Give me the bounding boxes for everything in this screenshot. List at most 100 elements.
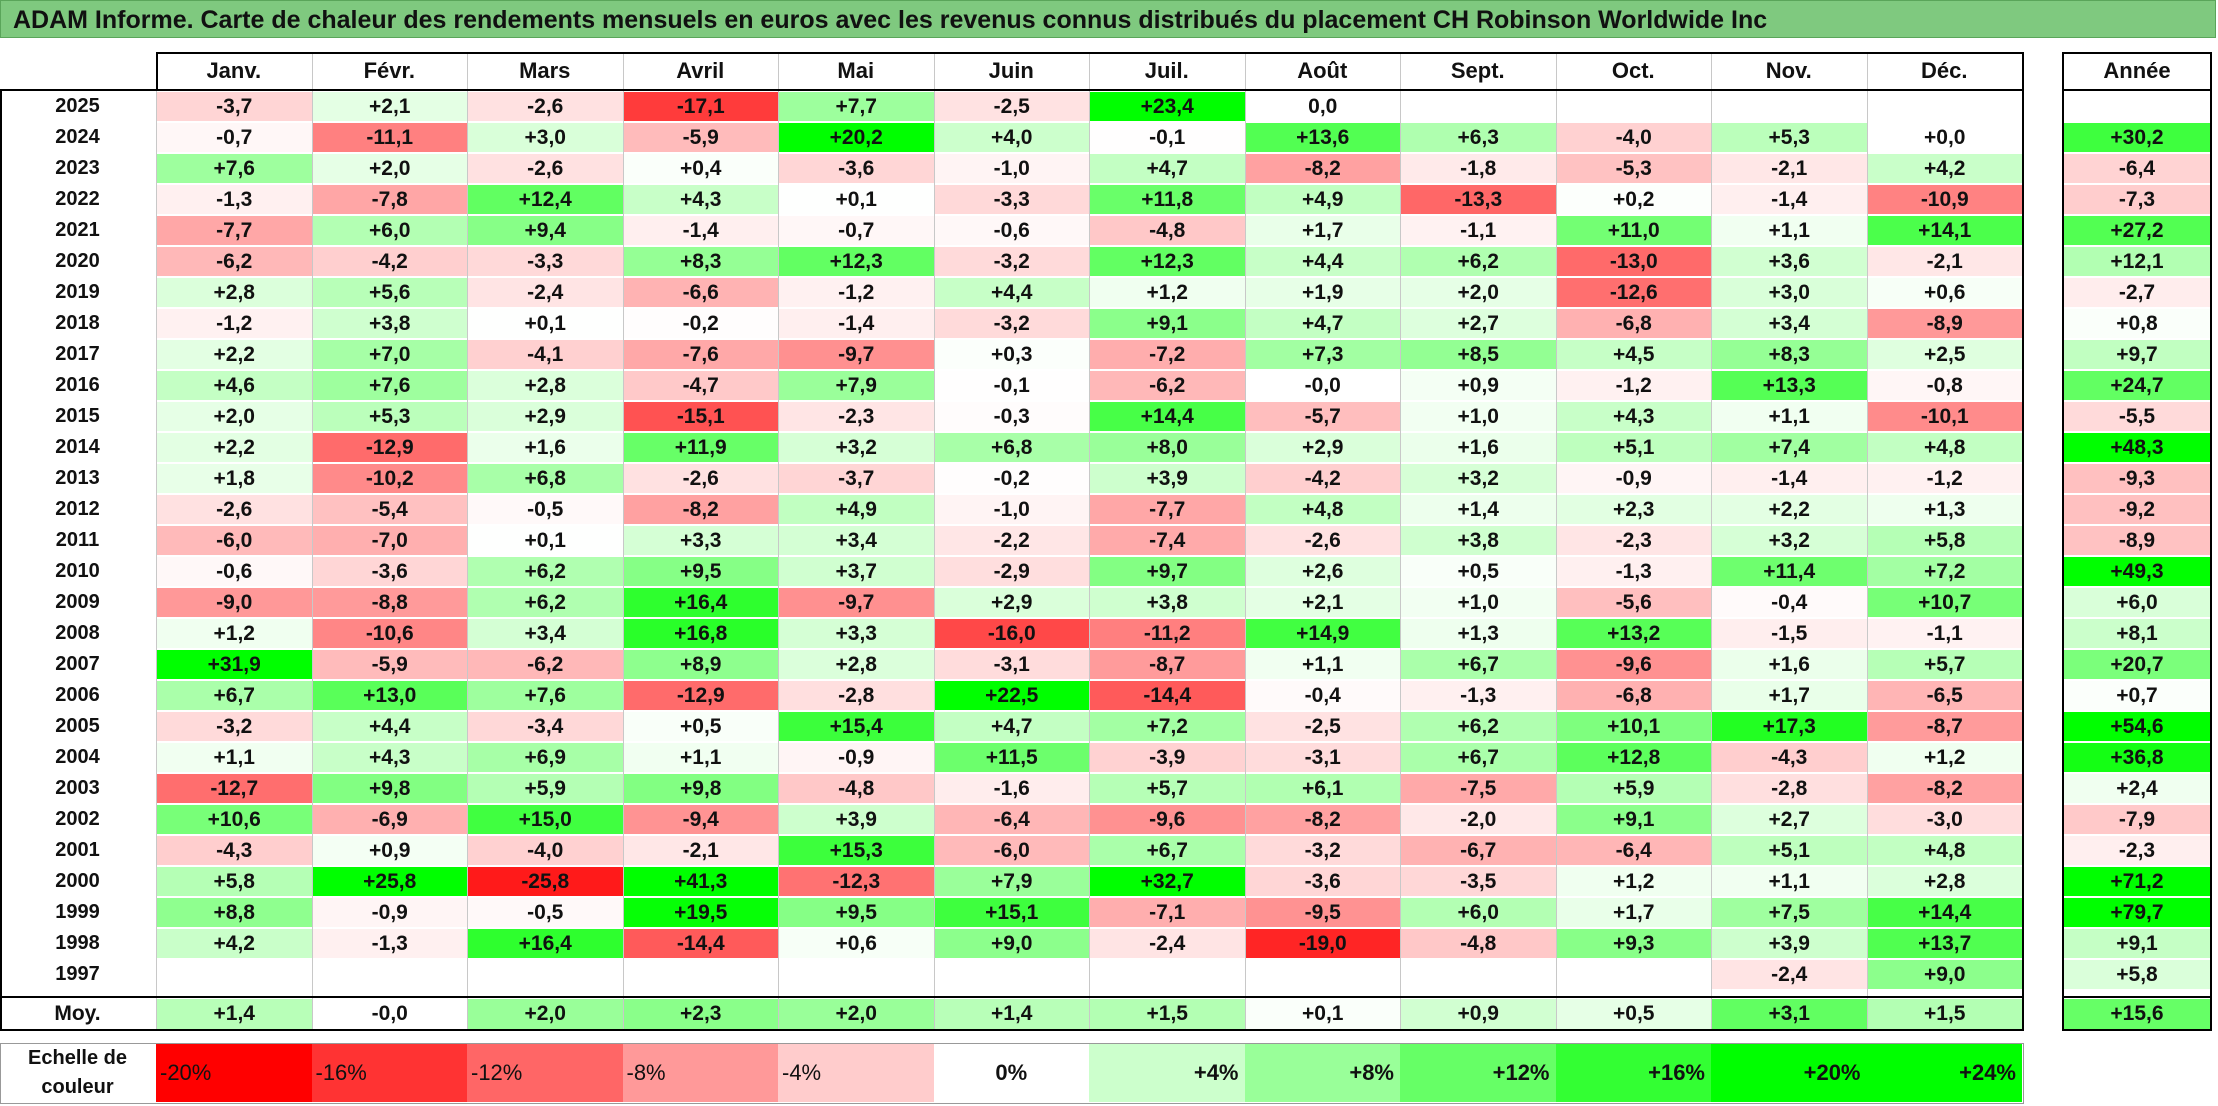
average-separator: [0, 996, 2024, 998]
annual-cell: -9,3: [2062, 464, 2212, 493]
heatmap-cell: -6,9: [312, 805, 467, 834]
heatmap-cell: +2,2: [157, 340, 312, 369]
annual-cell: +24,7: [2062, 371, 2212, 400]
annual-cell: -2,3: [2062, 836, 2212, 865]
heatmap-cell: +2,1: [312, 92, 467, 121]
grid-line: [1400, 52, 1401, 1030]
heatmap-cell: [1556, 960, 1711, 989]
heatmap-cell: +8,9: [623, 650, 778, 679]
average-cell: +2,3: [623, 999, 778, 1029]
year-label: 2020: [55, 250, 100, 272]
month-header: Sept.: [1450, 58, 1505, 83]
grid-line: [2022, 52, 2023, 1030]
heatmap-cell: -5,7: [1245, 402, 1400, 431]
grid-line: [311, 52, 313, 1030]
heatmap-cell: +10,7: [1867, 588, 2022, 617]
heatmap-cell: +22,5: [934, 681, 1089, 710]
heatmap-cell: -1,2: [1867, 464, 2022, 493]
heatmap-cell: +3,9: [779, 805, 934, 834]
year-label: 1998: [55, 932, 100, 954]
heatmap-cell: -2,6: [1245, 526, 1400, 555]
heatmap-cell: +13,0: [312, 681, 467, 710]
annual-cell: +2,4: [2062, 774, 2212, 803]
heatmap-cell: +8,5: [1401, 340, 1556, 369]
heatmap-cell: +0,1: [468, 309, 623, 338]
heatmap-cell: -12,9: [312, 433, 467, 462]
heatmap-cell: +13,2: [1556, 619, 1711, 648]
heatmap-cell: +15,1: [934, 898, 1089, 927]
heatmap-cell: -2,2: [934, 526, 1089, 555]
heatmap-cell: -15,1: [623, 402, 778, 431]
heatmap-cell: +4,5: [1556, 340, 1711, 369]
heatmap-cell: -2,1: [623, 836, 778, 865]
heatmap-cell: +3,2: [1712, 526, 1867, 555]
heatmap-cell: +0,3: [934, 340, 1089, 369]
heatmap-cell: +1,3: [1401, 619, 1556, 648]
heatmap-cell: +9,7: [1090, 557, 1245, 586]
heatmap-cell: +7,3: [1245, 340, 1400, 369]
heatmap-cell: +6,2: [468, 557, 623, 586]
heatmap-cell: +1,2: [1867, 743, 2022, 772]
heatmap-cell: -5,9: [312, 650, 467, 679]
heatmap-cell: -7,8: [312, 185, 467, 214]
heatmap-cell: +1,4: [1401, 495, 1556, 524]
year-label: 2004: [55, 746, 100, 768]
heatmap-cell: -2,1: [1867, 247, 2022, 276]
heatmap-cell: +2,9: [468, 402, 623, 431]
heatmap-cell: -2,8: [779, 681, 934, 710]
heatmap-cell: [1401, 92, 1556, 121]
heatmap-cell: -10,9: [1867, 185, 2022, 214]
color-scale-swatch: +4%: [1089, 1044, 1245, 1102]
heatmap-cell: +9,8: [312, 774, 467, 803]
grid-line: [467, 52, 468, 1030]
heatmap-cell: +1,2: [157, 619, 312, 648]
annual-cell: -8,9: [2062, 526, 2212, 555]
heatmap-cell: -3,3: [934, 185, 1089, 214]
heatmap-cell: +3,8: [312, 309, 467, 338]
heatmap-cell: +7,6: [157, 154, 312, 183]
month-header: Juin: [988, 58, 1034, 83]
year-label: 2010: [55, 560, 100, 582]
heatmap-cell: -0,2: [934, 464, 1089, 493]
heatmap-cell: -13,3: [1401, 185, 1556, 214]
heatmap-cell: +1,6: [1712, 650, 1867, 679]
heatmap-cell: -2,6: [623, 464, 778, 493]
heatmap-cell: +2,9: [1245, 433, 1400, 462]
heatmap-cell: +4,8: [1867, 836, 2022, 865]
heatmap-cell: +17,3: [1712, 712, 1867, 741]
heatmap-cell: +2,7: [1712, 805, 1867, 834]
heatmap-cell: -12,9: [623, 681, 778, 710]
heatmap-cell: -6,0: [934, 836, 1089, 865]
heatmap-cell: -2,6: [157, 495, 312, 524]
heatmap-cell: +12,3: [779, 247, 934, 276]
color-scale-swatch: +24%: [1866, 1044, 2022, 1102]
heatmap-cell: -0,1: [1090, 123, 1245, 152]
heatmap-cell: +4,8: [1245, 495, 1400, 524]
annual-cell: +6,0: [2062, 588, 2212, 617]
heatmap-cell: +1,9: [1245, 278, 1400, 307]
heatmap-cell: +3,8: [1401, 526, 1556, 555]
heatmap-cell: +5,7: [1090, 774, 1245, 803]
annual-cell: +8,1: [2062, 619, 2212, 648]
annual-cell: +27,2: [2062, 216, 2212, 245]
heatmap-cell: -3,2: [934, 247, 1089, 276]
heatmap-cell: +2,0: [157, 402, 312, 431]
heatmap-cell: -1,4: [1712, 464, 1867, 493]
heatmap-cell: +2,3: [1556, 495, 1711, 524]
heatmap-cell: -1,0: [934, 154, 1089, 183]
heatmap-cell: +6,9: [468, 743, 623, 772]
heatmap-cell: +6,0: [1401, 898, 1556, 927]
annual-cell: +20,7: [2062, 650, 2212, 679]
heatmap-cell: +0,9: [312, 836, 467, 865]
heatmap-cell: +4,0: [934, 123, 1089, 152]
heatmap-cell: +1,1: [157, 743, 312, 772]
heatmap-cell: -2,0: [1401, 805, 1556, 834]
heatmap-cell: -8,2: [1867, 774, 2022, 803]
average-label: Moy.: [54, 1002, 101, 1025]
heatmap-cell: -8,9: [1867, 309, 2022, 338]
annual-cell: -9,2: [2062, 495, 2212, 524]
heatmap-cell: +4,4: [1245, 247, 1400, 276]
heatmap-cell: -1,3: [157, 185, 312, 214]
heatmap-cell: -4,2: [1245, 464, 1400, 493]
heatmap-cell: -1,3: [1401, 681, 1556, 710]
